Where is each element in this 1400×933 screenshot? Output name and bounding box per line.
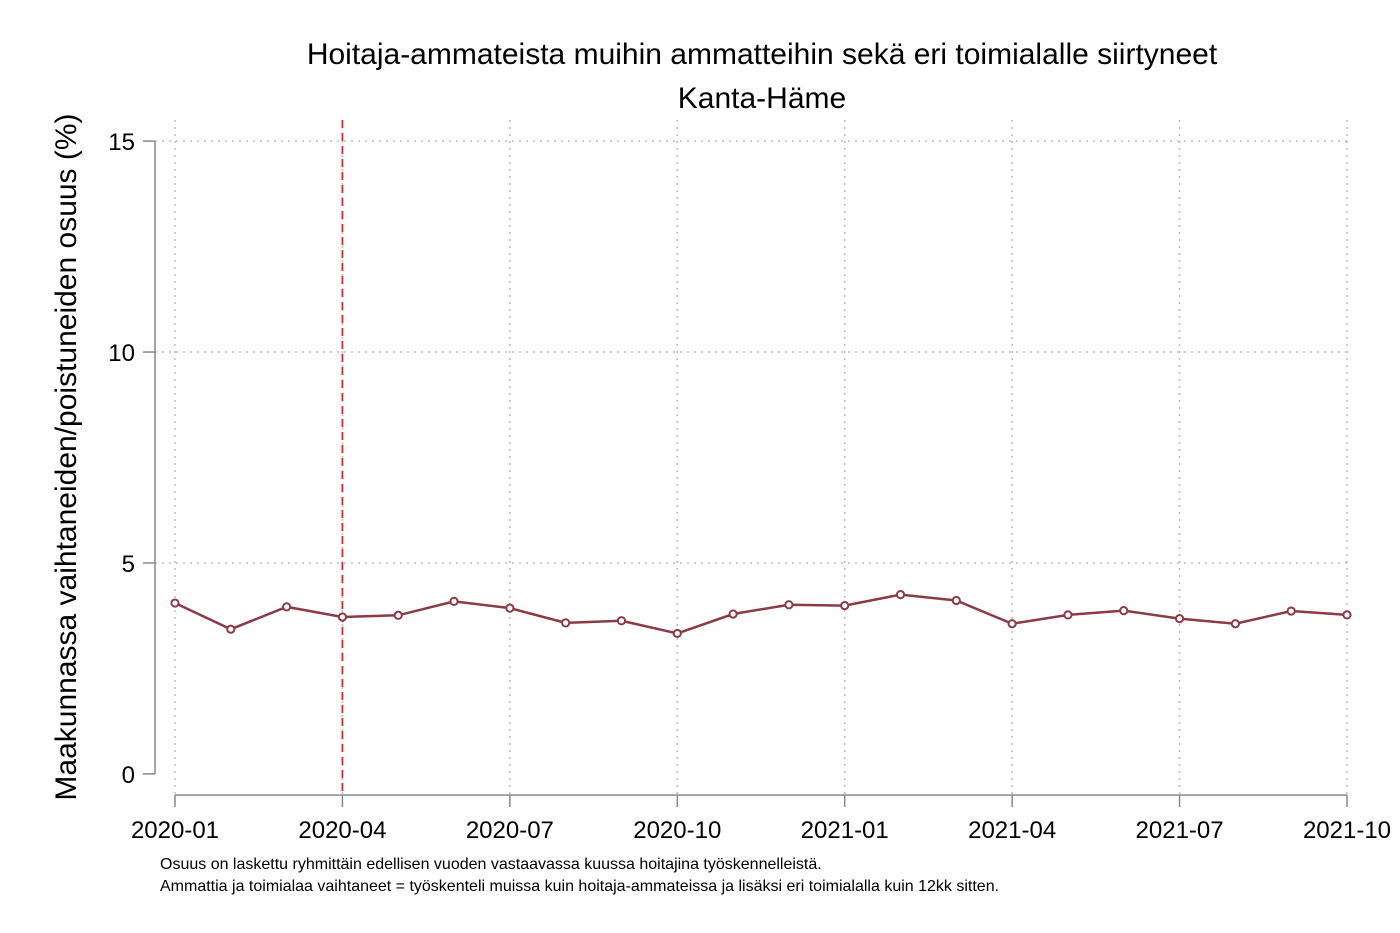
x-tick-label: 2020-07 [466,817,554,844]
data-point [784,600,794,610]
chart-subtitle: Kanta-Häme [678,82,846,115]
data-point [1342,610,1352,620]
x-tick-label: 2021-10 [1303,817,1391,844]
y-tick-label: 10 [108,340,135,367]
tick-labels: 0 5 10 15 2020-01 2020-04 2020-07 2020-10 2021-0… [108,129,1391,844]
data-point [1286,606,1296,616]
data-point [449,596,459,606]
data-point [505,603,515,613]
data-point [728,609,738,619]
data-point [1230,619,1240,629]
footnote-1: Osuus on laskettu ryhmittäin edellisen v… [160,856,822,873]
data-point [226,624,236,634]
x-tick-label: 2020-04 [298,817,386,844]
data-point [616,616,627,626]
x-tick-label: 2020-10 [633,817,721,844]
y-axis-label: Maakunnassa vaihtaneiden/poistuneiden os… [50,113,83,800]
y-tick-label: 0 [122,762,135,789]
grid-lines [155,120,1348,795]
data-point [170,598,180,608]
x-tick-label: 2021-01 [801,817,889,844]
y-tick-label: 15 [108,129,135,156]
data-point [672,628,682,639]
data-point [561,618,571,628]
data-point [1119,606,1129,616]
footnote-2: Ammattia ja toimialaa vaihtaneet = työsk… [160,878,999,895]
axes [143,140,1348,807]
data-point [895,590,906,600]
data-point [1174,614,1185,624]
x-tick-label: 2021-04 [968,817,1056,844]
chart-title: Hoitaja-ammateista muihin ammatteihin se… [307,38,1218,71]
data-point [951,595,961,606]
x-tick-label: 2020-01 [131,817,219,844]
data-point [1063,610,1073,620]
data-point [393,610,403,620]
data-point [282,602,292,612]
data-point [337,612,348,622]
data-point [840,600,850,611]
y-tick-label: 5 [122,551,135,578]
x-tick-label: 2021-07 [1136,817,1224,844]
series-line [174,593,1348,635]
series-group [170,590,1352,639]
data-point [1007,619,1017,629]
